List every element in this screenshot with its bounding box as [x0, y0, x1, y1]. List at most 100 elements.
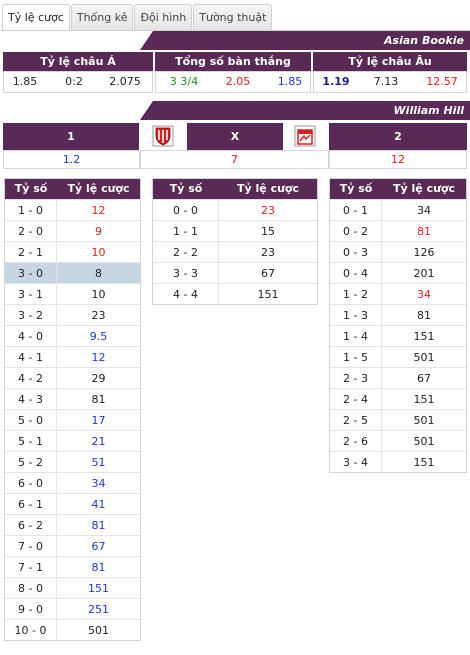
table-header: Tỷ số Tỷ lệ cược: [330, 179, 466, 199]
odds-cell[interactable]: 23: [91, 309, 106, 322]
odds-cell[interactable]: 34: [417, 288, 431, 301]
odds-cell[interactable]: 23: [261, 204, 275, 217]
odds-cell[interactable]: 81: [417, 309, 431, 322]
asian-odds-away: 2.075: [109, 75, 141, 88]
odds-col-header: Tỷ lệ cược: [237, 182, 299, 195]
table-row[interactable]: 6 - 0 34: [5, 472, 140, 493]
odds-cell[interactable]: 67: [417, 372, 431, 385]
odds-cell[interactable]: 15: [261, 225, 275, 238]
odds-cell[interactable]: 17: [91, 414, 106, 427]
odds-cell[interactable]: 9: [95, 225, 102, 238]
wh-home-box: 1.2: [3, 150, 140, 169]
william-hill-title: William Hill: [393, 104, 464, 117]
table-row[interactable]: 0 - 2 81: [330, 220, 466, 241]
odds-cell[interactable]: 251: [88, 603, 109, 616]
odds-cell[interactable]: 67: [91, 540, 106, 553]
odds-cell[interactable]: 10: [91, 288, 106, 301]
score-cell: 2 - 2: [153, 242, 219, 262]
table-row[interactable]: 1 - 3 81: [330, 304, 466, 325]
table-row[interactable]: 3 - 0 8: [5, 262, 140, 283]
table-row[interactable]: 2 - 5 501: [330, 409, 466, 430]
table-row[interactable]: 6 - 2 81: [5, 514, 140, 535]
table-row[interactable]: 0 - 0 23: [153, 199, 317, 220]
table-row[interactable]: 1 - 2 34: [330, 283, 466, 304]
table-row[interactable]: 3 - 4 151: [330, 451, 466, 472]
odds-cell[interactable]: 34: [417, 204, 431, 217]
score-cell: 3 - 4: [330, 452, 382, 472]
table-row[interactable]: 2 - 6 501: [330, 430, 466, 451]
odds-cell[interactable]: 126: [413, 246, 435, 259]
table-row[interactable]: 0 - 1 34: [330, 199, 466, 220]
tab-odds[interactable]: Tỷ lệ cược: [2, 4, 70, 31]
odds-cell[interactable]: 21: [91, 435, 106, 448]
table-row[interactable]: 10 - 0 501: [5, 619, 140, 640]
table-row[interactable]: 2 - 4 151: [330, 388, 466, 409]
table-row[interactable]: 5 - 2 51: [5, 451, 140, 472]
table-row[interactable]: 1 - 4 151: [330, 325, 466, 346]
table-row[interactable]: 1 - 0 12: [5, 199, 140, 220]
table-row[interactable]: 4 - 2 29: [5, 367, 140, 388]
table-row[interactable]: 9 - 0 251: [5, 598, 140, 619]
odds-cell[interactable]: 501: [88, 624, 109, 637]
tab-statistics[interactable]: Thống kê: [70, 4, 134, 30]
odds-cell[interactable]: 51: [91, 456, 106, 469]
table-row[interactable]: 1 - 5 501: [330, 346, 466, 367]
table-row[interactable]: 4 - 3 81: [5, 388, 140, 409]
table-row[interactable]: 0 - 4 201: [330, 262, 466, 283]
table-row[interactable]: 3 - 1 10: [5, 283, 140, 304]
table-row[interactable]: 4 - 0 9.5: [5, 325, 140, 346]
table-row[interactable]: 4 - 1 12: [5, 346, 140, 367]
odds-cell[interactable]: 151: [413, 330, 435, 343]
table-row[interactable]: 7 - 1 81: [5, 556, 140, 577]
odds-cell[interactable]: 9.5: [89, 330, 108, 343]
odds-cell[interactable]: 23: [261, 246, 275, 259]
table-row[interactable]: 6 - 1 41: [5, 493, 140, 514]
odds-cell[interactable]: 10: [91, 246, 106, 259]
odds-cell[interactable]: 151: [413, 456, 435, 469]
odds-cell[interactable]: 41: [91, 498, 106, 511]
odds-cell[interactable]: 151: [88, 582, 109, 595]
odds-cell[interactable]: 12: [91, 351, 106, 364]
table-row[interactable]: 8 - 0 151: [5, 577, 140, 598]
odds-cell[interactable]: 81: [91, 393, 106, 406]
odds-cell[interactable]: 151: [413, 393, 435, 406]
table-row[interactable]: 0 - 3 126: [330, 241, 466, 262]
table-row[interactable]: 3 - 3 67: [153, 262, 317, 283]
tab-commentary[interactable]: Tường thuật: [193, 4, 273, 30]
odds-cell[interactable]: 81: [91, 561, 106, 574]
score-cell: 1 - 3: [330, 305, 382, 325]
odds-cell[interactable]: 501: [413, 414, 435, 427]
euro-odds-away: 12.57: [426, 75, 458, 88]
tab-divider: [0, 30, 470, 31]
table-row[interactable]: 4 - 4 151: [153, 283, 317, 304]
score-cell: 3 - 1: [5, 284, 57, 304]
odds-cell[interactable]: 67: [261, 267, 275, 280]
score-cell: 7 - 0: [5, 536, 57, 556]
odds-cell[interactable]: 34: [91, 477, 106, 490]
table-row[interactable]: 3 - 2 23: [5, 304, 140, 325]
table-row[interactable]: 5 - 0 17: [5, 409, 140, 430]
odds-cell[interactable]: 81: [91, 519, 106, 532]
odds-cell[interactable]: 81: [417, 225, 431, 238]
odds-cell[interactable]: 151: [257, 288, 279, 301]
away-team-logo-icon: [294, 125, 316, 147]
odds-cell[interactable]: 501: [413, 435, 435, 448]
score-cell: 9 - 0: [5, 599, 57, 619]
odds-cell[interactable]: 8: [95, 267, 102, 280]
table-row[interactable]: 1 - 1 15: [153, 220, 317, 241]
table-row[interactable]: 2 - 3 67: [330, 367, 466, 388]
table-row[interactable]: 2 - 2 23: [153, 241, 317, 262]
odds-cell[interactable]: 12: [91, 204, 106, 217]
tab-bar: Tỷ lệ cược Thống kê Đội hình Tường thuật: [2, 4, 273, 31]
home-team-logo-icon: [152, 125, 174, 147]
odds-cell[interactable]: 201: [413, 267, 435, 280]
odds-cell[interactable]: 501: [413, 351, 435, 364]
table-row[interactable]: 5 - 1 21: [5, 430, 140, 451]
table-row[interactable]: 7 - 0 67: [5, 535, 140, 556]
odds-cell[interactable]: 29: [91, 372, 106, 385]
table-row[interactable]: 2 - 1 10: [5, 241, 140, 262]
tab-lineup[interactable]: Đội hình: [134, 4, 193, 30]
wh-away-label: 2: [329, 123, 467, 150]
table-row[interactable]: 2 - 0 9: [5, 220, 140, 241]
